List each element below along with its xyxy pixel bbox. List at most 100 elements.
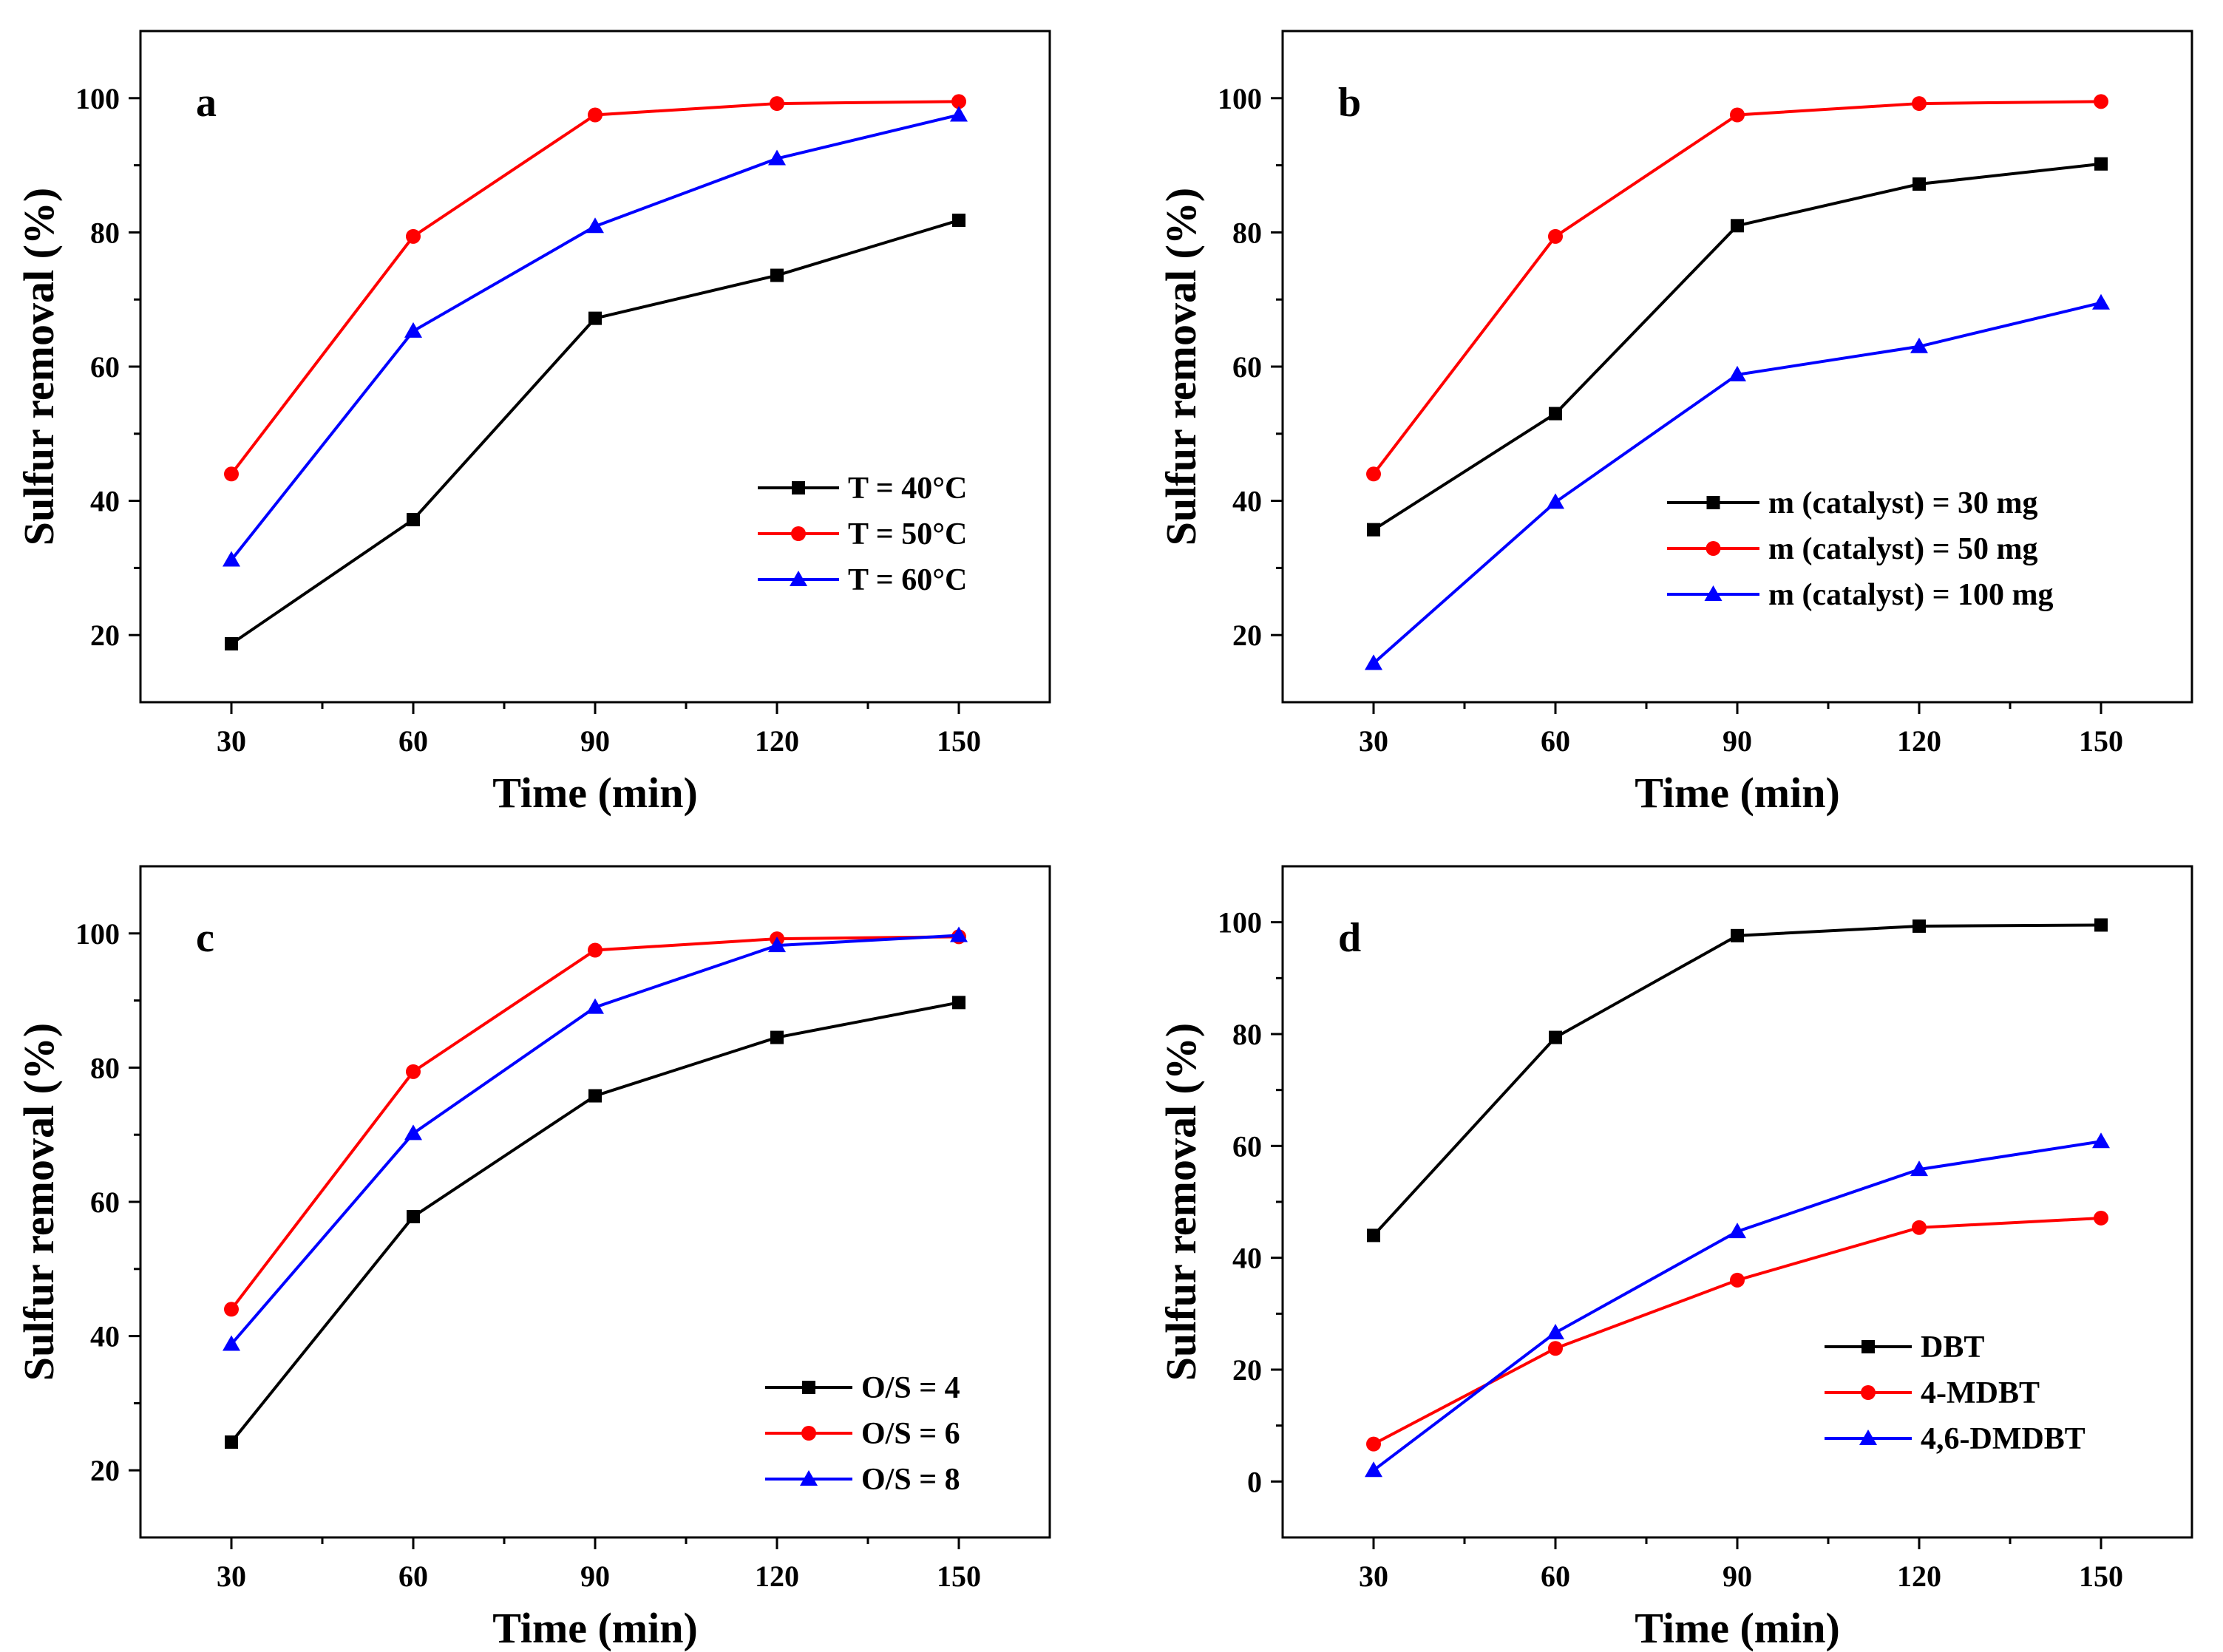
data-point — [770, 268, 784, 282]
x-axis-title: Time (min) — [1635, 769, 1840, 817]
series-line — [1372, 100, 2102, 475]
legend-marker — [790, 571, 807, 586]
legend-marker — [802, 1381, 815, 1394]
x-tick-label: 60 — [398, 1560, 428, 1593]
legend-label: 4-MDBT — [1921, 1376, 2040, 1410]
y-tick-label: 100 — [75, 82, 120, 115]
legend-entry: O/S = 4 — [765, 1371, 960, 1405]
data-point — [404, 1124, 422, 1141]
y-axis-title: Sulfur removal (%) — [15, 1023, 63, 1381]
series-3 — [1365, 1132, 2110, 1478]
legend-marker — [1859, 1430, 1877, 1445]
legend-label: T = 40°C — [848, 472, 967, 506]
x-tick-label: 60 — [1541, 1560, 1570, 1593]
legend-marker — [1704, 585, 1723, 601]
legend-entry: T = 40°C — [758, 472, 967, 506]
series-1 — [225, 996, 965, 1449]
data-point — [770, 1030, 784, 1044]
y-tick-label: 20 — [90, 1454, 120, 1487]
x-axis-title: Time (min) — [492, 1604, 698, 1652]
data-point — [223, 1335, 240, 1351]
x-tick-label: 60 — [398, 724, 428, 758]
data-point — [407, 1209, 420, 1223]
legend-label: DBT — [1921, 1330, 1984, 1364]
legend-label: O/S = 6 — [861, 1417, 960, 1451]
x-tick-label: 90 — [580, 1560, 610, 1593]
panel-d: 30 60 90 120 150 0 20 40 60 80 100 Time (min) Sulfur… — [1157, 865, 2193, 1652]
data-point — [1549, 1030, 1562, 1044]
data-point — [1365, 1461, 1382, 1478]
legend-entry: DBT — [1825, 1330, 1984, 1364]
data-point — [950, 106, 968, 122]
legend-marker — [1861, 1340, 1875, 1353]
legend: DBT 4-MDBT 4,6-DMDBT — [1825, 1330, 2085, 1456]
legend-entry: T = 50°C — [758, 517, 967, 551]
legend-entry: 4-MDBT — [1825, 1376, 2040, 1410]
legend-entry: O/S = 8 — [765, 1463, 960, 1497]
data-point — [224, 466, 239, 482]
x-tick-label: 30 — [217, 724, 246, 758]
x-tick-label: 150 — [937, 1560, 981, 1593]
data-point — [1366, 466, 1381, 482]
series-2 — [224, 929, 966, 1317]
y-tick-label: 60 — [90, 350, 120, 384]
x-tick-label: 150 — [2079, 724, 2123, 758]
legend-label: T = 50°C — [848, 517, 967, 551]
data-point — [406, 228, 421, 244]
series-2 — [1366, 1210, 2108, 1452]
y-tick-label: 40 — [90, 485, 120, 518]
data-point — [952, 996, 965, 1010]
series-line — [1372, 923, 2102, 1237]
x-tick-label: 120 — [755, 724, 799, 758]
y-tick-label: 20 — [90, 619, 120, 652]
y-tick-label: 100 — [1218, 906, 1262, 939]
data-point — [1912, 1220, 1927, 1235]
y-tick-label: 80 — [1232, 1018, 1262, 1051]
legend-label: m (catalyst) = 50 mg — [1768, 532, 2038, 566]
legend-label: 4,6-DMDBT — [1921, 1422, 2085, 1456]
data-point — [2094, 157, 2108, 171]
legend-marker — [792, 481, 805, 494]
data-point — [224, 1302, 239, 1317]
data-point — [1913, 919, 1926, 933]
y-tick-label: 20 — [1232, 619, 1262, 652]
x-tick-label: 90 — [580, 724, 610, 758]
y-tick-label: 40 — [1232, 1242, 1262, 1275]
x-tick-label: 90 — [1723, 724, 1752, 758]
data-point — [1728, 1223, 1746, 1239]
data-point — [588, 311, 602, 325]
legend-entry: T = 60°C — [758, 563, 967, 597]
y-tick-label: 100 — [75, 917, 120, 951]
data-point — [1547, 493, 1564, 509]
y-tick-label: 80 — [90, 1051, 120, 1084]
legend-entry: 4,6-DMDBT — [1825, 1422, 2085, 1456]
data-point — [588, 1089, 602, 1103]
y-tick-label: 100 — [1218, 82, 1262, 115]
data-point — [2094, 918, 2108, 932]
data-point — [2092, 293, 2110, 310]
data-point — [2094, 94, 2108, 109]
data-point — [770, 96, 784, 112]
data-point — [1730, 107, 1745, 123]
data-point — [1912, 96, 1927, 112]
legend: m (catalyst) = 30 mg m (catalyst) = 50 mg… — [1667, 486, 2054, 612]
data-point — [586, 217, 604, 234]
y-tick-label: 40 — [90, 1320, 120, 1353]
data-point — [588, 107, 603, 123]
panel-letter: d — [1338, 915, 1361, 961]
series-line — [1372, 1140, 2102, 1472]
x-axis-title: Time (min) — [492, 769, 698, 817]
data-point — [1547, 1324, 1564, 1340]
x-tick-label: 150 — [2079, 1560, 2123, 1593]
data-point — [404, 322, 422, 338]
data-point — [1731, 928, 1744, 942]
data-point — [1728, 365, 1746, 381]
legend-entry: m (catalyst) = 30 mg — [1667, 486, 2038, 520]
y-tick-label: 80 — [1232, 216, 1262, 249]
data-point — [1365, 654, 1382, 670]
data-point — [1910, 1160, 1928, 1177]
series-3 — [223, 106, 968, 567]
legend-marker — [1706, 541, 1721, 556]
x-axis-title: Time (min) — [1635, 1604, 1840, 1652]
